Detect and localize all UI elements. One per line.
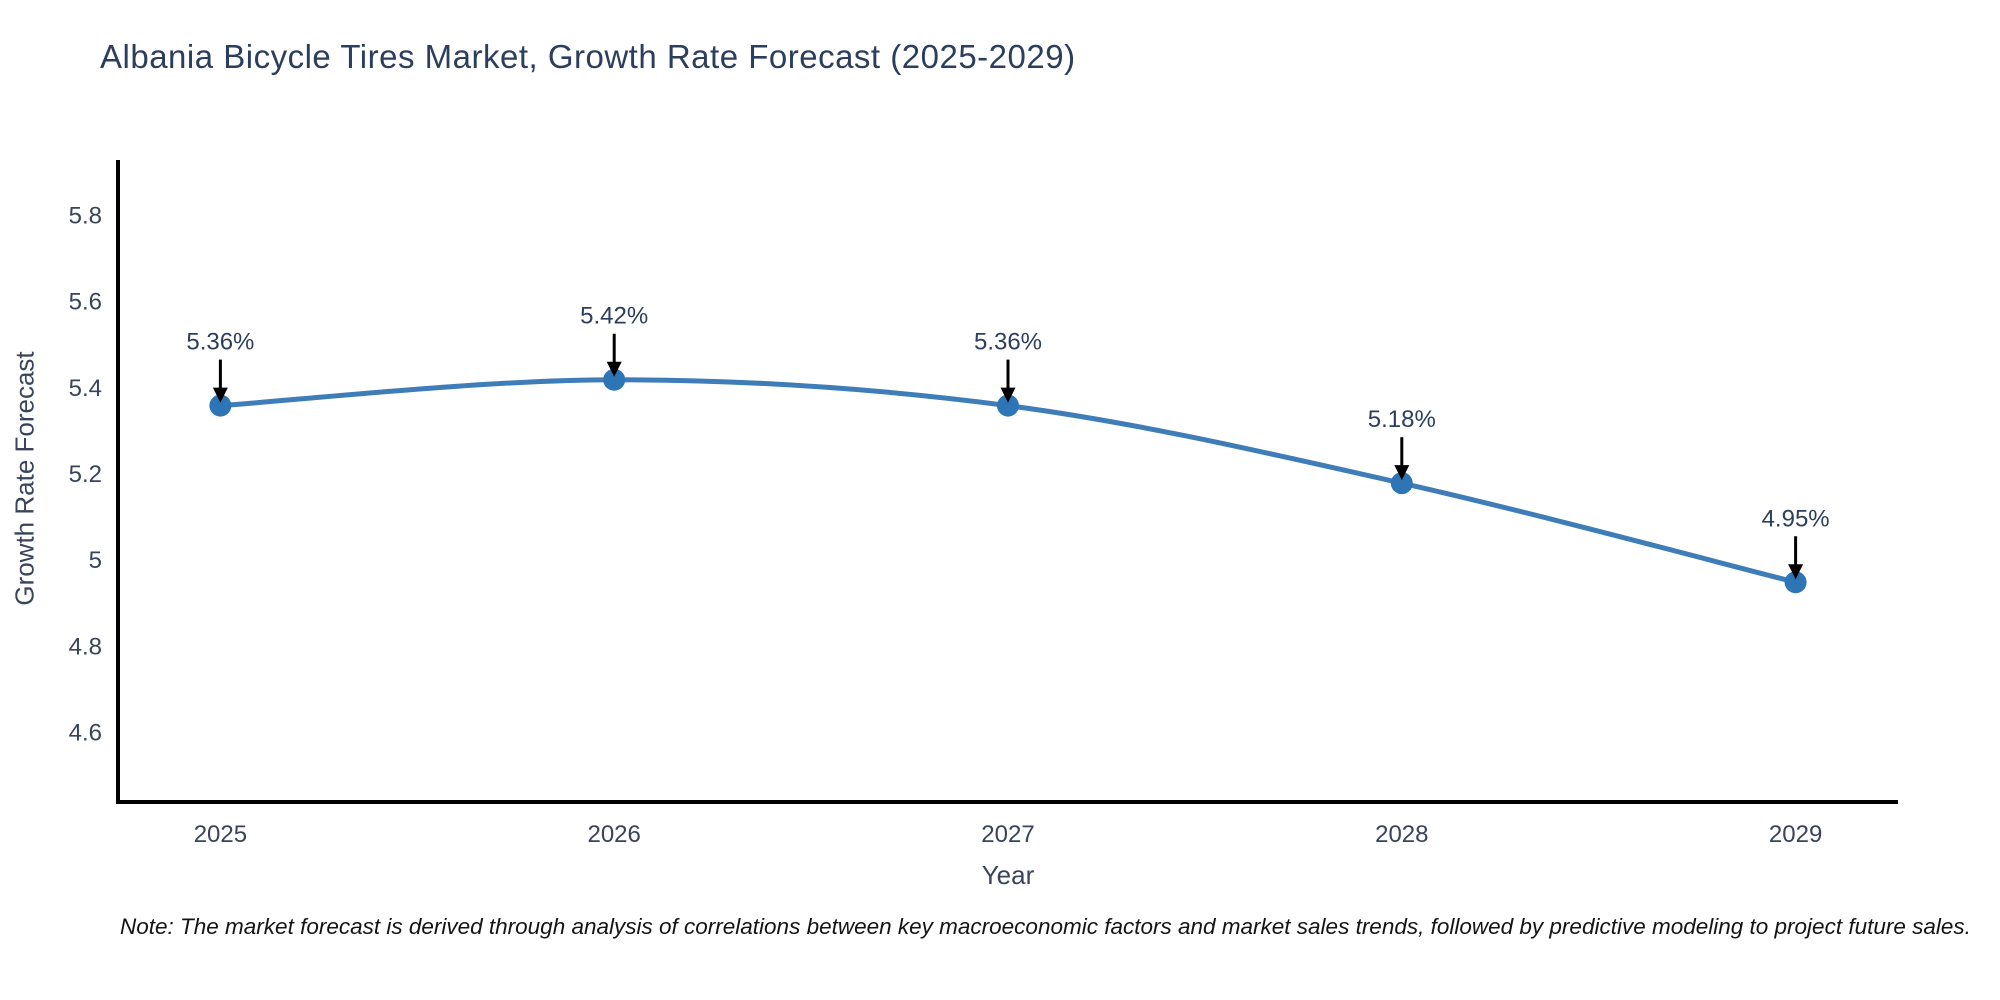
y-tick-label-4.6: 4.6 — [69, 720, 102, 747]
annotation-label-2028: 5.18% — [1368, 406, 1436, 433]
annotation-arrowhead-2027 — [1000, 387, 1016, 403]
y-tick-label-5.4: 5.4 — [69, 375, 102, 402]
x-tick-label-2025: 2025 — [194, 821, 247, 848]
data-point-2029 — [1784, 571, 1807, 594]
annotation-arrowhead-2028 — [1394, 465, 1410, 481]
x-axis-title: Year — [981, 860, 1035, 890]
data-point-2028 — [1390, 472, 1413, 495]
y-tick-label-4.8: 4.8 — [69, 633, 102, 660]
annotation-arrowhead-2029 — [1788, 564, 1804, 580]
footnote: Note: The market forecast is derived thr… — [120, 914, 1971, 939]
x-tick-label-2028: 2028 — [1375, 821, 1428, 848]
y-tick-label-5: 5 — [89, 547, 102, 574]
annotation-label-2026: 5.42% — [580, 303, 648, 330]
y-axis-title: Growth Rate Forecast — [9, 351, 40, 606]
x-tick-label-2027: 2027 — [981, 821, 1034, 848]
y-tick-label-5.6: 5.6 — [69, 289, 102, 316]
chart-title: Albania Bicycle Tires Market, Growth Rat… — [100, 38, 1076, 75]
x-tick-label-2029: 2029 — [1769, 821, 1822, 848]
annotation-arrowhead-2026 — [606, 361, 622, 377]
y-tick-label-5.8: 5.8 — [69, 203, 102, 230]
data-point-2026 — [603, 368, 626, 391]
annotation-arrowhead-2025 — [212, 387, 228, 403]
data-point-2027 — [997, 394, 1019, 417]
data-point-2025 — [209, 394, 232, 417]
y-tick-label-5.2: 5.2 — [69, 461, 102, 488]
annotation-label-2029: 4.95% — [1762, 505, 1830, 532]
x-tick-label-2026: 2026 — [587, 821, 640, 848]
annotation-label-2027: 5.36% — [974, 329, 1042, 356]
annotation-label-2025: 5.36% — [186, 329, 254, 356]
